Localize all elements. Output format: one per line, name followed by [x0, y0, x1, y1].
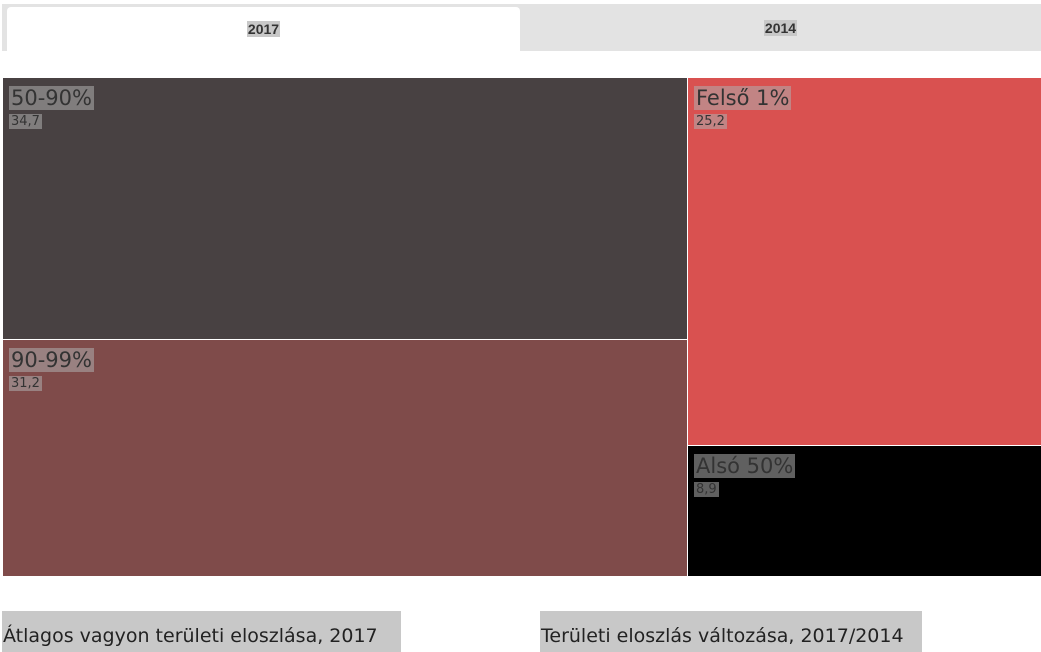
year-tab-bar: 2017 2014: [2, 4, 1041, 51]
treemap-cell-value: 25,2: [694, 114, 727, 129]
treemap-cell-50-90pct[interactable]: 50-90% 34,7: [3, 78, 687, 339]
treemap-cell-value: 31,2: [9, 376, 42, 391]
treemap-cell-name: Alsó 50%: [694, 454, 796, 478]
treemap-cell-als-50pct[interactable]: Alsó 50% 8,9: [688, 446, 1041, 576]
tab-2017[interactable]: 2017: [7, 7, 520, 51]
map-title-link[interactable]: Átlagos vagyon területi eloszlása, 2017: [2, 611, 401, 652]
treemap-cell-name: 90-99%: [9, 348, 94, 372]
treemap-cell-fels-1pct[interactable]: Felső 1% 25,2: [688, 78, 1041, 445]
tab-2014-label: 2014: [763, 19, 798, 36]
treemap-cell-90-99pct[interactable]: 90-99% 31,2: [3, 340, 687, 576]
treemap-cell-name: 50-90%: [9, 86, 94, 110]
treemap-cell-value: 8,9: [694, 482, 719, 497]
treemap-cell-value: 34,7: [9, 114, 42, 129]
tab-2017-label: 2017: [246, 21, 281, 37]
change-title-link[interactable]: Területi eloszlás változása, 2017/2014: [540, 611, 922, 652]
treemap-cell-name: Felső 1%: [694, 86, 792, 110]
tab-2014[interactable]: 2014: [520, 4, 1041, 51]
